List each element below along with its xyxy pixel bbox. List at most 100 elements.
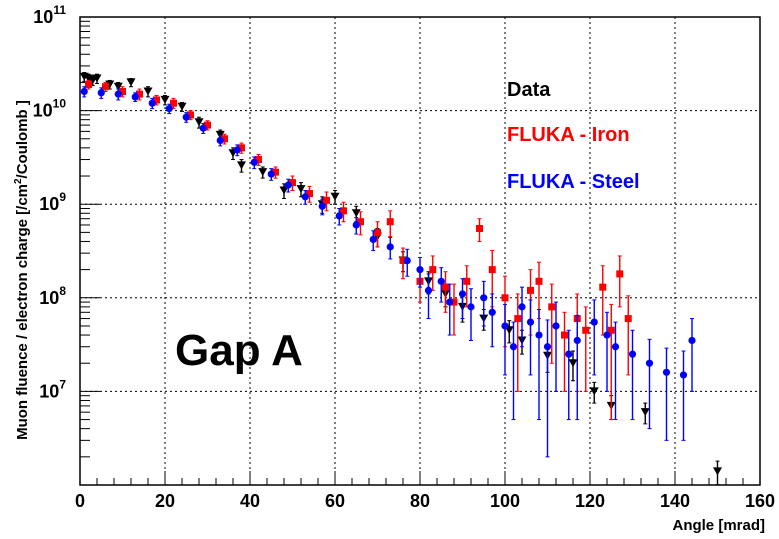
x-tick-label: 120	[575, 491, 605, 511]
x-axis-label: Angle [mrad]	[672, 517, 765, 534]
data-point	[463, 277, 471, 285]
data-point	[442, 283, 449, 291]
data-point	[340, 207, 347, 215]
data-point	[194, 118, 204, 127]
data-point	[552, 322, 560, 330]
y-tick-label: 109	[39, 190, 66, 214]
data-point	[429, 266, 437, 274]
data-point	[527, 286, 534, 294]
data-point	[119, 87, 126, 95]
data-point	[543, 343, 552, 351]
data-point	[187, 111, 194, 119]
data-point	[599, 283, 607, 291]
data-point	[289, 179, 296, 187]
data-point	[514, 315, 522, 323]
data-point	[369, 235, 377, 244]
data-point	[645, 359, 654, 367]
series-fluka-steel	[80, 86, 696, 458]
x-tick-label: 60	[325, 491, 345, 511]
data-point	[386, 218, 394, 226]
data-point	[548, 303, 556, 311]
data-point	[216, 136, 224, 145]
data-point	[97, 89, 105, 97]
data-point	[296, 185, 306, 194]
data-point	[589, 387, 599, 396]
data-point	[250, 158, 258, 166]
data-point	[480, 294, 488, 302]
series-layer	[79, 72, 722, 486]
data-point	[424, 286, 433, 294]
legend-fluka-iron: FLUKA - Iron	[507, 124, 630, 146]
data-point	[662, 368, 671, 376]
data-point	[568, 359, 578, 368]
data-point	[624, 315, 632, 323]
data-point	[233, 146, 241, 154]
data-point	[628, 350, 637, 358]
data-point	[616, 270, 624, 278]
data-point	[573, 336, 581, 345]
data-point	[640, 408, 650, 417]
data-point	[352, 221, 360, 229]
data-point	[114, 90, 122, 98]
data-point	[535, 331, 543, 339]
data-point	[318, 202, 326, 210]
data-point	[177, 102, 187, 111]
data-point	[467, 303, 475, 311]
y-axis-label-prefix: Muon fluence / electron charge [/cm	[14, 184, 31, 440]
data-point	[518, 303, 526, 311]
data-point	[153, 96, 160, 104]
data-point	[143, 87, 153, 96]
y-tick-label: 107	[39, 377, 66, 401]
data-point	[607, 326, 615, 334]
y-tick-labels: 107 108 109 1010 1011	[33, 3, 67, 401]
data-point	[488, 308, 496, 316]
data-point	[357, 218, 364, 226]
data-point	[80, 87, 88, 96]
y-axis-label: Muon fluence / electron charge [/cm2/Cou…	[13, 100, 31, 440]
data-point	[113, 82, 123, 91]
data-point	[85, 81, 92, 89]
data-point	[688, 336, 696, 345]
data-point	[446, 298, 454, 306]
axis-ticks	[79, 16, 761, 485]
data-point	[335, 212, 343, 220]
data-point	[488, 266, 496, 274]
x-tick-label: 100	[490, 491, 520, 511]
data-point	[238, 144, 245, 152]
legend-fluka-steel: FLUKA - Steel	[507, 171, 640, 193]
data-point	[323, 196, 330, 204]
x-tick-label: 0	[75, 491, 85, 511]
data-point	[611, 343, 620, 351]
data-point	[267, 170, 275, 178]
data-point	[284, 181, 292, 189]
data-point	[399, 257, 407, 265]
x-tick-label: 20	[155, 491, 175, 511]
data-point	[301, 193, 309, 201]
data-point	[450, 298, 458, 306]
data-point	[148, 99, 156, 107]
data-point	[437, 277, 445, 285]
data-point	[526, 318, 535, 326]
data-point	[215, 130, 225, 139]
data-point	[182, 113, 190, 121]
data-point	[279, 186, 289, 195]
data-point	[535, 277, 543, 285]
x-tick-label: 160	[745, 491, 775, 511]
x-tick-label: 40	[240, 491, 260, 511]
data-point	[416, 266, 424, 274]
grid	[80, 17, 760, 485]
y-axis-label-sup: 2	[13, 178, 24, 184]
data-point	[237, 161, 246, 170]
x-tick-labels: 0 20 40 60 80 100 120 140 160	[75, 491, 775, 511]
data-point	[92, 74, 102, 83]
data-point	[204, 121, 211, 129]
data-point	[199, 124, 207, 132]
data-point	[403, 256, 411, 265]
data-point	[126, 78, 136, 87]
data-point	[509, 343, 518, 351]
data-point	[374, 228, 381, 236]
data-point	[561, 331, 568, 339]
data-point	[221, 135, 228, 143]
data-point	[351, 209, 361, 218]
